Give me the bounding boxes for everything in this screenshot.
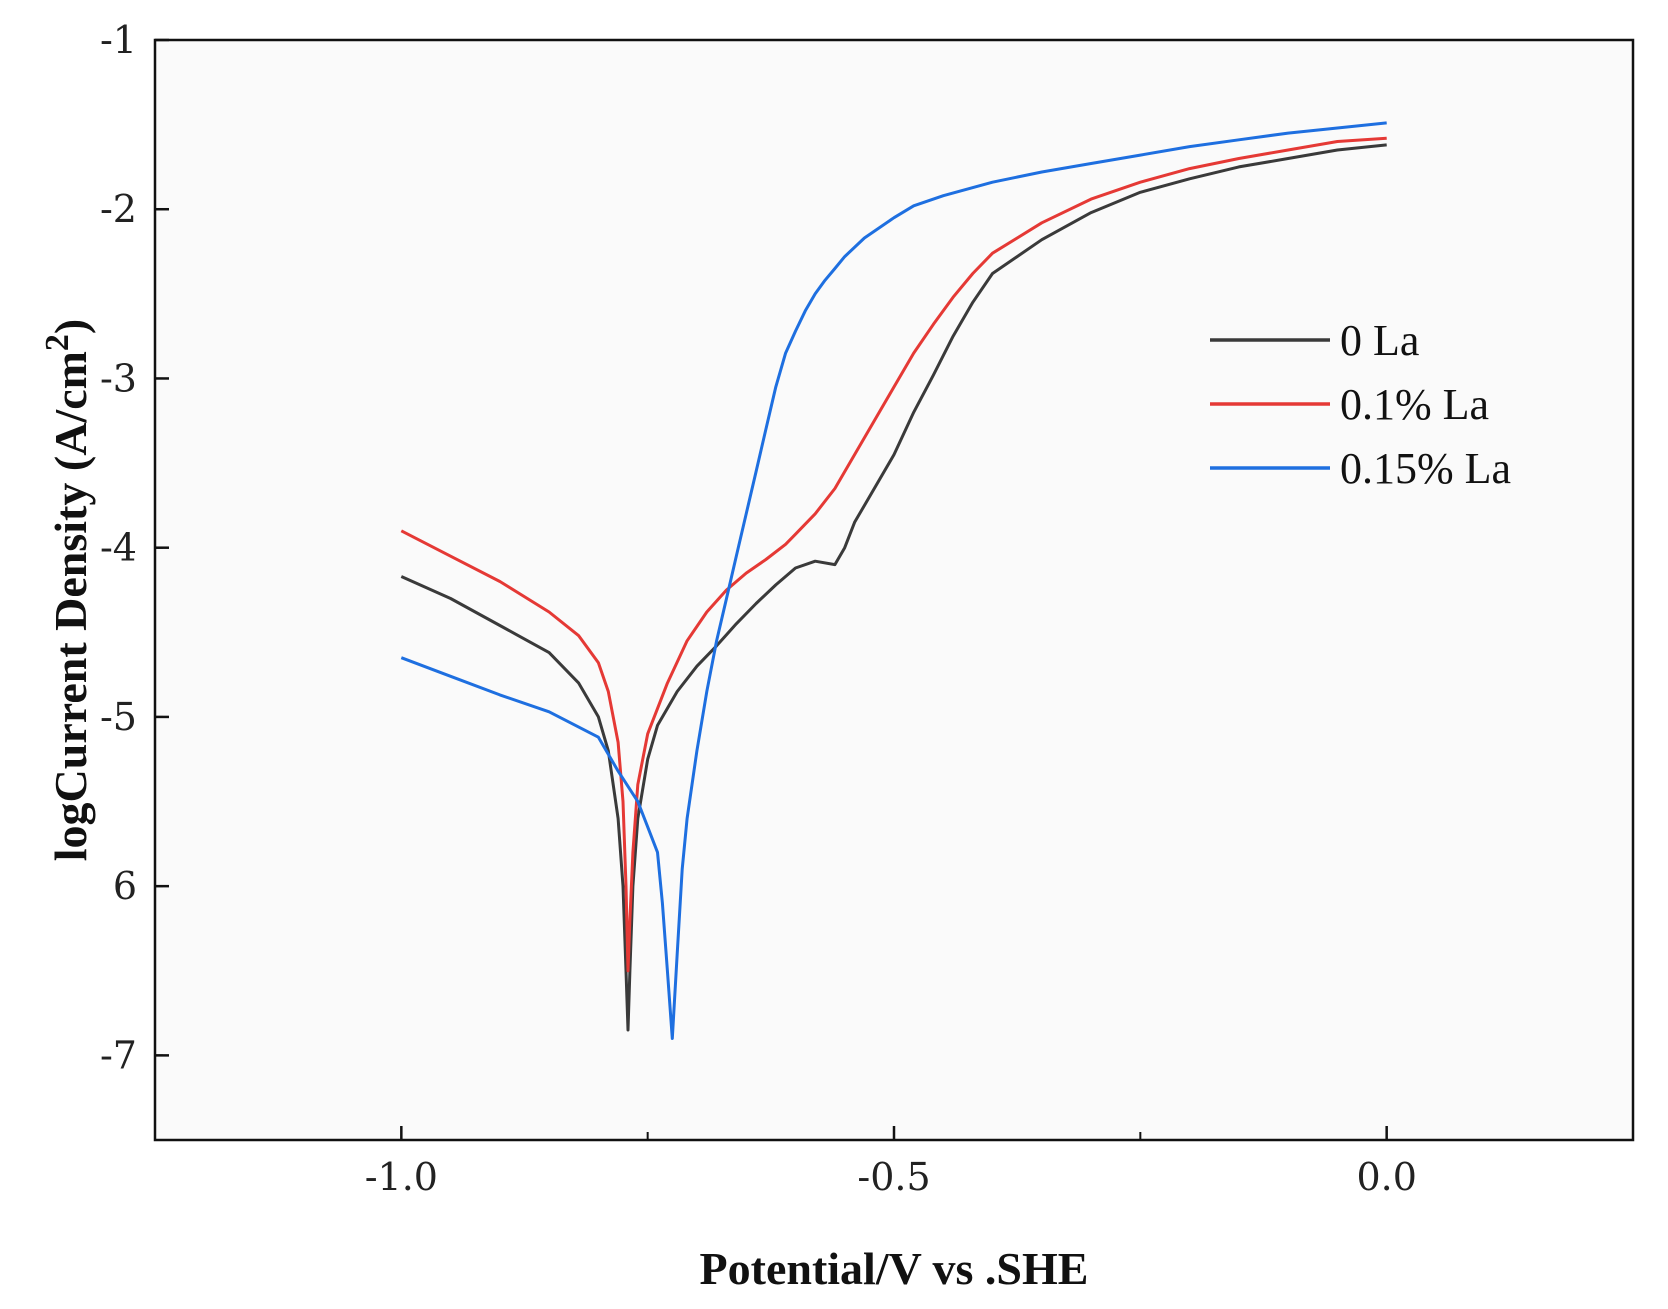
series-line-0-15-la	[400, 121, 1387, 1040]
x-axis-title: Potential/V vs .SHE	[700, 1243, 1089, 1294]
legend-label: 0.1% La	[1340, 380, 1489, 429]
y-axis-title-main: logCurrent Density (A/cm	[45, 351, 96, 861]
series-line-0-1-la	[400, 136, 1387, 973]
legend: 0 La 0.1% La 0.15% La	[1210, 316, 1511, 493]
y-tick-label: -5	[100, 695, 137, 739]
y-axis-title-sup: 2	[39, 334, 76, 351]
legend-label: 0 La	[1340, 316, 1419, 365]
series-group	[400, 121, 1387, 1040]
legend-label: 0.15% La	[1340, 444, 1511, 493]
y-axis-title: logCurrent Density (A/cm2)	[39, 319, 96, 862]
y-tick-label: -4	[100, 526, 137, 570]
y-tick-label: -3	[100, 356, 137, 400]
y-tick-label: -1	[100, 18, 137, 62]
x-axis-ticks: -1.0 -0.5 0.0	[365, 1126, 1417, 1199]
y-axis-ticks: -1 -2 -3 -4 -5 6 -7	[100, 18, 169, 1077]
plot-area	[153, 38, 1635, 1142]
y-tick-label: 6	[113, 864, 137, 908]
series-line-0-la	[400, 143, 1387, 1032]
x-tick-label: -1.0	[365, 1155, 438, 1199]
y-axis-title-close: )	[45, 319, 96, 334]
x-tick-label: 0.0	[1356, 1155, 1416, 1199]
x-tick-label: -0.5	[857, 1155, 930, 1199]
y-tick-label: -2	[100, 187, 137, 231]
y-tick-label: -7	[100, 1033, 137, 1077]
